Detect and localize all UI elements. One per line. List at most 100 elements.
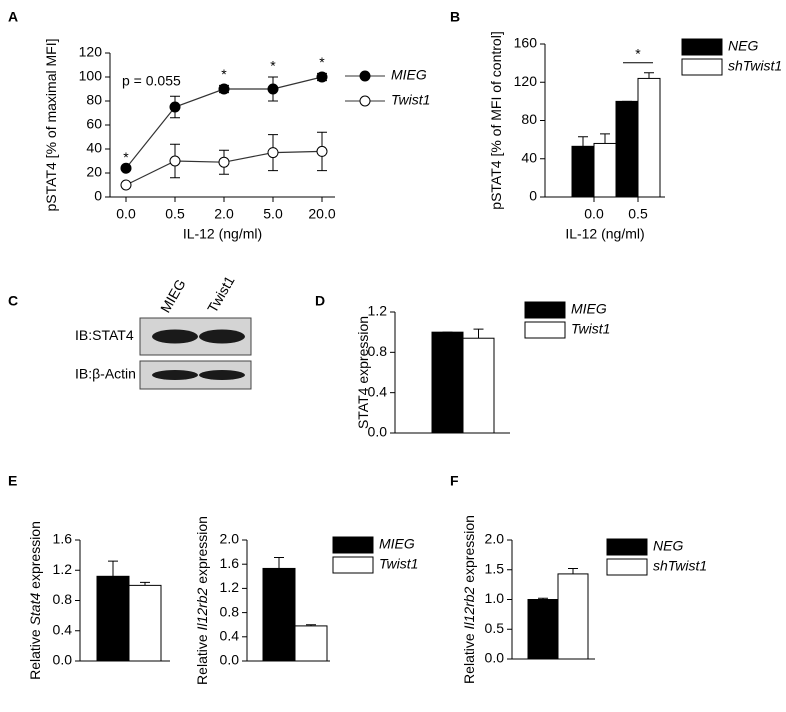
blot-band: [152, 329, 198, 344]
bar: [294, 625, 328, 662]
point: [316, 71, 328, 83]
bar: [615, 100, 639, 198]
y-label-part: Il12rb2: [194, 587, 210, 630]
y-tick-label: 80: [86, 92, 102, 108]
legend-swatch: [332, 556, 374, 574]
bar: [96, 575, 130, 662]
y-axis-label: STAT4 expression: [355, 316, 371, 429]
legend-swatch: [606, 558, 648, 576]
y-tick-label: 0.0: [368, 424, 388, 440]
error-bar: [644, 72, 654, 79]
error-bar: [108, 560, 118, 577]
point: [169, 101, 181, 113]
point: [120, 179, 132, 191]
significance: *: [319, 54, 325, 70]
bar: [527, 599, 559, 660]
significance: *: [123, 149, 129, 165]
y-label-part: expression: [461, 515, 477, 587]
y-tick-label: 80: [521, 111, 537, 127]
bar: [128, 584, 162, 662]
error-bar: [306, 624, 316, 626]
error-bar: [140, 581, 150, 586]
point: [169, 155, 181, 167]
panel-letter: E: [8, 473, 17, 489]
y-tick-label: 2.0: [485, 531, 505, 547]
y-tick-label: 0.4: [368, 383, 388, 399]
error-bar: [568, 568, 578, 574]
annotation: p = 0.055: [122, 73, 181, 89]
y-tick-label: 20: [86, 164, 102, 180]
legend-label: Twist1: [379, 556, 418, 572]
y-label-part: Il12rb2: [461, 586, 477, 629]
legend-label: Twist1: [571, 321, 610, 337]
point: [218, 156, 230, 168]
error-bar: [538, 597, 548, 600]
y-label-part: Relative: [27, 625, 43, 679]
point: [218, 83, 230, 95]
y-tick-label: 1.0: [485, 590, 505, 606]
bar: [571, 145, 595, 198]
point: [267, 147, 279, 159]
point: [267, 83, 279, 95]
y-tick-label: 0.0: [485, 650, 505, 666]
panel-letter: D: [315, 293, 325, 309]
y-label-part: expression: [27, 521, 43, 593]
row-label: IB:β-Actin: [75, 366, 136, 382]
error-bar: [600, 133, 610, 144]
legend-label: NEG: [728, 38, 758, 54]
row-label: IB:STAT4: [75, 327, 134, 343]
y-label-part: STAT4 expression: [355, 316, 371, 429]
y-tick-label: 100: [79, 68, 103, 84]
panel-letter: C: [8, 293, 18, 309]
y-axis-label: Relative Stat4 expression: [27, 521, 43, 680]
y-tick-label: 120: [514, 73, 538, 89]
x-tick-label: 2.0: [214, 206, 234, 222]
bar: [462, 337, 495, 434]
blot-band: [199, 329, 245, 344]
legend-label: MIEG: [391, 67, 427, 83]
legend-label: shTwist1: [728, 58, 782, 74]
y-tick-label: 1.5: [485, 560, 505, 576]
x-tick-label: 0.0: [116, 206, 136, 222]
bar: [593, 142, 617, 198]
legend-marker: [359, 95, 371, 107]
y-axis-label: Relative Il12rb2 expression: [194, 516, 210, 685]
legend-swatch: [332, 536, 374, 554]
y-tick-label: 1.6: [220, 555, 240, 571]
y-label-part: Relative: [461, 629, 477, 683]
y-axis-label: pSTAT4 [% of MFI of control]: [488, 31, 504, 209]
y-label-part: Stat4: [27, 593, 43, 626]
y-tick-label: 60: [86, 116, 102, 132]
y-tick-label: 0.8: [53, 591, 73, 607]
x-tick-label: 20.0: [308, 206, 335, 222]
x-tick-label: 0.5: [165, 206, 185, 222]
legend-label: MIEG: [379, 536, 415, 552]
y-tick-label: 40: [86, 140, 102, 156]
y-tick-label: 1.2: [53, 561, 73, 577]
y-tick-label: 0.8: [368, 343, 388, 359]
blot-band: [199, 370, 245, 380]
point: [316, 145, 328, 157]
y-tick-label: 0: [94, 188, 102, 204]
y-tick-label: 1.2: [368, 303, 388, 319]
y-tick-label: 120: [79, 44, 103, 60]
y-label-part: pSTAT4 [% of maximal MFI]: [43, 39, 59, 212]
y-tick-label: 0.8: [220, 603, 240, 619]
legend-swatch: [681, 38, 723, 56]
legend-label: Twist1: [391, 92, 430, 108]
panel-letter: B: [450, 9, 460, 25]
legend-label: MIEG: [571, 301, 607, 317]
legend-label: shTwist1: [653, 558, 707, 574]
y-tick-label: 1.2: [220, 579, 240, 595]
significance: *: [221, 66, 227, 82]
legend-swatch: [524, 321, 566, 339]
x-axis-label: IL-12 (ng/ml): [565, 226, 644, 242]
error-bar: [274, 557, 284, 569]
y-tick-label: 0.0: [220, 652, 240, 668]
y-tick-label: 0: [529, 188, 537, 204]
y-label-part: expression: [194, 516, 210, 588]
y-label-part: Relative: [194, 630, 210, 684]
legend-label: NEG: [653, 538, 683, 554]
y-tick-label: 1.6: [53, 531, 73, 547]
y-tick-label: 0.5: [485, 620, 505, 636]
